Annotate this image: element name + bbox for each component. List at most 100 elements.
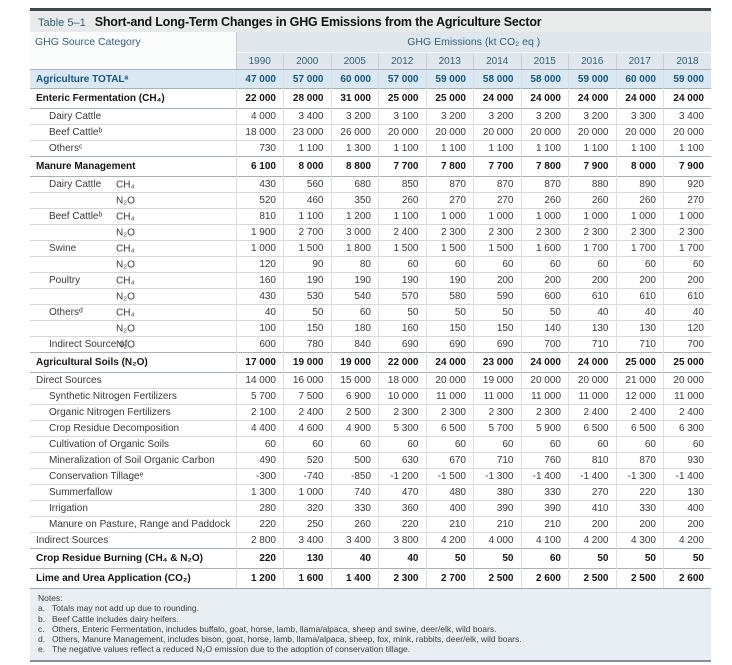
value-cell: 50 xyxy=(283,304,331,321)
value-cell: 1 000 xyxy=(473,208,521,225)
value-cell: 190 xyxy=(330,272,379,289)
value-cell: 11 000 xyxy=(663,388,711,405)
table-row: Organic Nitrogen Fertilizers 2 100 2 400 2 … xyxy=(30,404,711,421)
value-cell: 200 xyxy=(568,272,616,289)
note-text: Beef Cattle includes dairy heifers. xyxy=(52,613,179,624)
value-cell: 16 000 xyxy=(283,372,331,389)
value-cell: 57 000 xyxy=(283,69,331,89)
value-cell: 50 xyxy=(615,548,664,569)
value-cell: 24 000 xyxy=(473,88,521,109)
value-cell: 60 xyxy=(568,256,616,273)
value-cell: 670 xyxy=(425,452,474,469)
value-cell: 880 xyxy=(568,176,616,193)
note-text: The negative values reflect a reduced N₂… xyxy=(52,644,411,655)
value-cell: 1 500 xyxy=(425,240,474,257)
value-cell: 260 xyxy=(520,192,569,209)
value-cell: 840 xyxy=(330,336,379,353)
value-cell: 2 800 xyxy=(235,532,284,549)
table-row: Indirect Sources 2 800 3 400 3 400 3 800 4 20… xyxy=(30,532,711,549)
note-item: a. Totals may not add up due to rounding. xyxy=(38,603,703,613)
value-cell: -1 300 xyxy=(473,468,521,485)
value-cell: 710 xyxy=(473,452,521,469)
value-cell: 2 300 xyxy=(378,568,426,588)
value-cell: 3 200 xyxy=(330,108,379,125)
category-cell: Organic Nitrogen Fertilizers xyxy=(30,404,236,421)
header-row-1: GHG Source Category GHG Emissions (kt CO… xyxy=(30,32,711,70)
value-cell: 2 300 xyxy=(473,404,521,421)
value-cell: 3 400 xyxy=(663,108,711,125)
value-cell: 140 xyxy=(520,320,569,337)
value-cell: 1 000 xyxy=(615,208,664,225)
value-cell: 870 xyxy=(425,176,474,193)
value-cell: 57 000 xyxy=(378,69,426,89)
value-cell: 220 xyxy=(615,484,664,501)
row-category-label: Lime and Urea Application (CO₂) xyxy=(36,573,191,584)
value-cell: 1 200 xyxy=(330,208,379,225)
value-cell: 18 000 xyxy=(235,124,284,141)
value-cell: 1 100 xyxy=(615,140,664,157)
table-row: Summerfallow 1 300 1 000 740 470 480 380 330 270… xyxy=(30,484,711,501)
value-cell: 100 xyxy=(235,320,284,337)
value-cell: 2 300 xyxy=(663,224,711,241)
value-cell: 19 000 xyxy=(473,372,521,389)
value-cell: 250 xyxy=(283,516,331,533)
row-gas-label: CH₄ xyxy=(116,243,135,254)
category-cell: Othersᵈ CH₄ xyxy=(30,304,236,321)
value-cell: 690 xyxy=(378,336,426,353)
value-cell: 1 100 xyxy=(663,140,711,157)
category-cell: Crop Residue Burning (CH₄ & N₂O) xyxy=(30,548,236,569)
value-cell: -1 300 xyxy=(615,468,664,485)
value-cell: 8 800 xyxy=(330,156,379,177)
category-cell: Crop Residue Decomposition xyxy=(30,420,236,437)
value-cell: 4 000 xyxy=(473,532,521,549)
ghg-emissions-table: GHG Source Category GHG Emissions (kt CO… xyxy=(30,32,711,588)
value-cell: 50 xyxy=(473,548,521,569)
value-cell: 2 700 xyxy=(283,224,331,241)
value-cell: 200 xyxy=(568,516,616,533)
value-cell: 60 xyxy=(615,256,664,273)
value-cell: 2 500 xyxy=(330,404,379,421)
value-cell: 60 xyxy=(520,436,569,453)
value-cell: 180 xyxy=(330,320,379,337)
value-cell: 1 100 xyxy=(425,140,474,157)
value-cell: 25 000 xyxy=(615,352,664,373)
row-category-label: Manure on Pasture, Range and Paddock xyxy=(49,519,231,530)
value-cell: 59 000 xyxy=(425,69,474,89)
value-cell: 60 000 xyxy=(330,69,379,89)
value-cell: 930 xyxy=(663,452,711,469)
value-cell: 4 600 xyxy=(283,420,331,437)
value-cell: 60 xyxy=(330,304,379,321)
value-cell: 1 000 xyxy=(235,240,284,257)
value-cell: 520 xyxy=(235,192,284,209)
value-cell: 15 000 xyxy=(330,372,379,389)
note-item: c. Others, Enteric Fermentation, includes… xyxy=(38,624,703,634)
year-header: 2017 xyxy=(615,52,664,70)
value-cell: 280 xyxy=(235,500,284,517)
note-text: Totals may not add up due to rounding. xyxy=(52,603,199,614)
category-cell: Mineralization of Soil Organic Carbon xyxy=(30,452,236,469)
value-cell: 24 000 xyxy=(615,88,664,109)
value-cell: 350 xyxy=(330,192,379,209)
value-cell: 200 xyxy=(473,272,521,289)
value-cell: 80 xyxy=(330,256,379,273)
value-cell: 730 xyxy=(235,140,284,157)
table-row: Dairy Cattle CH₄ 430 560 680 850 870 870 870 880 8… xyxy=(30,176,711,193)
value-cell: 58 000 xyxy=(473,69,521,89)
value-cell: 50 xyxy=(520,304,569,321)
value-cell: 5 900 xyxy=(520,420,569,437)
category-cell: Indirect Sources xyxy=(30,532,236,549)
year-header: 2012 xyxy=(378,52,426,70)
value-cell: 20 000 xyxy=(425,124,474,141)
value-cell: 1 100 xyxy=(378,208,426,225)
table-row: N₂O 520 460 350 260 270 270 260 260 260 270 xyxy=(30,192,711,209)
value-cell: 400 xyxy=(663,500,711,517)
value-cell: 20 000 xyxy=(520,124,569,141)
value-cell: 1 000 xyxy=(568,208,616,225)
row-category-label: Othersᵈ xyxy=(49,307,83,318)
value-cell: 810 xyxy=(235,208,284,225)
row-category-label: Agriculture TOTALᵃ xyxy=(36,73,129,85)
value-cell: -1 200 xyxy=(378,468,426,485)
table-row: Crop Residue Decomposition 4 400 4 600 4 90… xyxy=(30,420,711,437)
row-category-label: Beef Cattleᵇ xyxy=(49,127,103,138)
value-cell: 7 900 xyxy=(568,156,616,177)
